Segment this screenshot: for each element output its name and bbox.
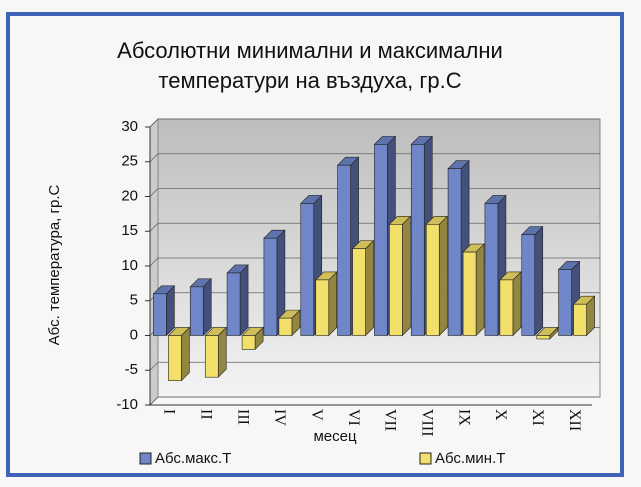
- bar: [462, 251, 477, 336]
- x-tick-label: I: [161, 409, 178, 414]
- bar: [374, 144, 388, 336]
- bar: [389, 224, 403, 336]
- x-tick-label: VII: [382, 409, 399, 431]
- bar: [521, 234, 536, 336]
- legend-swatch: [139, 452, 152, 465]
- bar-side: [202, 278, 212, 337]
- bar: [425, 224, 440, 336]
- bar: [352, 248, 366, 336]
- y-tick-label: 5: [130, 292, 138, 309]
- bar: [315, 279, 330, 336]
- y-tick-label: 0: [130, 326, 138, 343]
- bar: [204, 335, 219, 378]
- bar: [484, 203, 499, 336]
- bar: [153, 293, 167, 336]
- grid-line: [149, 396, 600, 406]
- y-tick-label: 25: [121, 153, 138, 170]
- x-tick-label: II: [198, 409, 215, 420]
- bar: [263, 237, 278, 336]
- bar-side: [402, 215, 411, 337]
- grid-line: [149, 361, 600, 371]
- bar-side: [534, 226, 544, 337]
- bar: [558, 269, 572, 336]
- y-tick-label: 15: [121, 222, 138, 239]
- bar-side: [328, 271, 338, 337]
- y-tick-label: -10: [116, 396, 138, 413]
- bar: [168, 335, 182, 381]
- x-tick-label: X: [492, 409, 509, 421]
- bar: [337, 164, 351, 336]
- legend-label: Абс.макс.Т: [155, 450, 231, 467]
- legend-label: Абс.мин.Т: [435, 450, 505, 467]
- frame: [6, 12, 624, 477]
- y-tick-label: 10: [121, 257, 138, 274]
- x-tick-label: V: [308, 409, 325, 421]
- x-tick-label: XI: [529, 409, 546, 426]
- x-tick-label: IX: [455, 409, 472, 426]
- x-tick-label: VIII: [419, 409, 436, 437]
- y-tick-label: 30: [121, 118, 138, 135]
- bar-side: [475, 243, 485, 337]
- x-axis-label: месец: [313, 428, 356, 445]
- y-tick-label: 20: [121, 187, 138, 204]
- bar-side: [438, 215, 448, 337]
- bar: [573, 303, 587, 336]
- bar: [189, 286, 204, 336]
- x-tick-label: XII: [566, 409, 583, 431]
- bar-side: [181, 326, 190, 382]
- bar: [499, 279, 514, 336]
- bar: [410, 144, 425, 336]
- grid-line: [149, 118, 600, 128]
- bar: [447, 168, 462, 336]
- x-tick-label: IV: [271, 409, 288, 426]
- bar-side: [512, 271, 522, 337]
- bar-side: [217, 326, 227, 378]
- legend-swatch: [419, 452, 432, 465]
- bar: [536, 335, 551, 340]
- y-tick-label: -5: [125, 361, 138, 378]
- chart-title: Абсолютни минимални и максимални темпера…: [117, 38, 503, 93]
- bar-side: [365, 239, 374, 337]
- grid-line: [149, 153, 600, 163]
- bar: [226, 272, 241, 336]
- bar-side: [166, 285, 175, 337]
- bar: [241, 335, 256, 350]
- x-tick-label: VI: [345, 409, 362, 426]
- bar-side: [239, 264, 249, 337]
- y-axis-label: Абс. температура, гр.С: [46, 185, 63, 346]
- bar: [300, 203, 315, 336]
- bar: [278, 317, 293, 336]
- x-tick-label: III: [234, 409, 251, 425]
